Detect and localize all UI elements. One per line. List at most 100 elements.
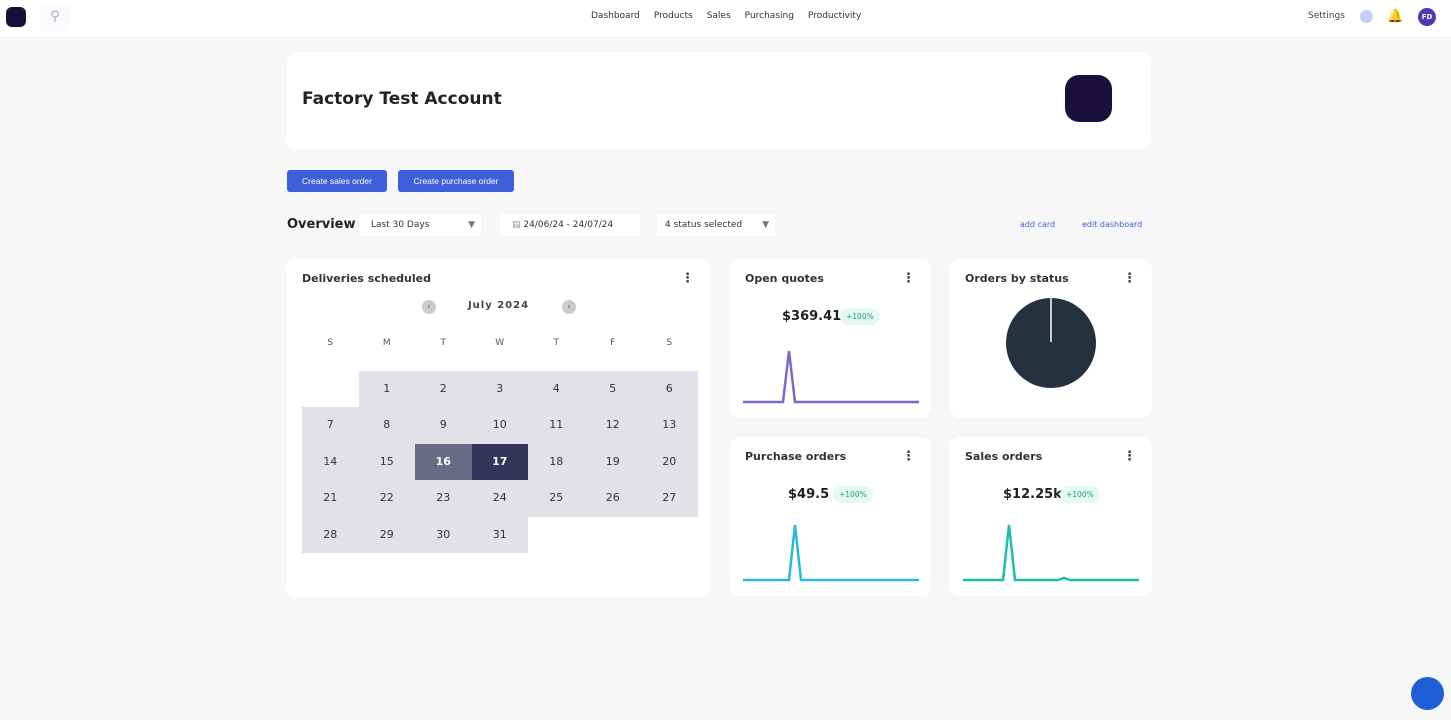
calendar-month: July 2024: [467, 300, 530, 311]
change-badge: +100%: [833, 486, 873, 503]
calendar-day[interactable]: 12: [584, 407, 641, 444]
sparkline: [963, 524, 1139, 582]
card-title: Open quotes: [745, 272, 824, 285]
nav-sales[interactable]: Sales: [706, 11, 731, 21]
add-card-link[interactable]: add card: [1020, 220, 1056, 229]
open-quotes-card: Open quotes ⋮ $369.41 +100%: [730, 259, 931, 418]
status-select[interactable]: 4 status selected ▼: [657, 214, 775, 236]
date-picker[interactable]: ▤ 24/06/24 - 24/07/24: [500, 214, 640, 236]
calendar-day[interactable]: 23: [415, 480, 472, 517]
weekday-label: M: [382, 338, 391, 348]
calendar-day[interactable]: 2: [415, 370, 472, 407]
search-icon[interactable]: ⚲: [40, 5, 70, 31]
nav-purchasing[interactable]: Purchasing: [744, 11, 794, 21]
weekday-label: S: [666, 338, 673, 348]
date-range-select[interactable]: Last 30 Days ▼: [359, 214, 481, 236]
calendar-day[interactable]: 11: [528, 407, 585, 444]
chevron-down-icon: ▼: [468, 220, 475, 230]
weekday-label: S: [327, 338, 334, 348]
settings-link[interactable]: Settings: [1308, 11, 1345, 21]
clock-icon[interactable]: [1360, 10, 1373, 23]
metric-value: $49.5: [788, 487, 830, 502]
calendar-day[interactable]: 22: [358, 480, 415, 517]
more-icon[interactable]: ⋮: [902, 271, 915, 286]
calendar-day[interactable]: 13: [641, 407, 698, 444]
calendar-icon: ▤: [512, 220, 521, 230]
nav-productivity[interactable]: Productivity: [807, 11, 862, 21]
more-icon[interactable]: ⋮: [1123, 271, 1136, 286]
bell-icon[interactable]: 🔔: [1387, 9, 1404, 24]
sparkline-path: [743, 524, 919, 582]
deliveries-card: Deliveries scheduled ⋮ ‹ July 2024 › S M T…: [287, 259, 710, 597]
create-purchase-order-button[interactable]: Create purchase order: [398, 170, 514, 192]
orders-by-status-card: Orders by status ⋮: [950, 259, 1152, 418]
metric-value: $12.25k: [1003, 487, 1062, 502]
calendar-day[interactable]: 14: [302, 443, 359, 480]
weekday-label: T: [553, 338, 560, 348]
calendar-day[interactable]: 25: [528, 480, 585, 517]
calendar-day[interactable]: 26: [584, 480, 641, 517]
avatar[interactable]: FD: [1418, 8, 1436, 26]
nav-dashboard[interactable]: Dashboard: [591, 11, 640, 21]
card-title: Deliveries scheduled: [302, 272, 431, 285]
calendar-day[interactable]: 4: [528, 370, 585, 407]
calendar-day[interactable]: 17: [471, 443, 528, 480]
calendar-day[interactable]: 31: [471, 516, 528, 553]
calendar-day[interactable]: 1: [358, 370, 415, 407]
calendar-day[interactable]: 28: [302, 516, 359, 553]
chevron-down-icon: ▼: [762, 220, 769, 230]
calendar-day[interactable]: 7: [302, 407, 359, 444]
sparkline: [743, 350, 919, 404]
sales-orders-card: Sales orders ⋮ $12.25k +100%: [950, 437, 1152, 596]
edit-dashboard-link[interactable]: edit dashboard: [1082, 220, 1143, 229]
overview-heading: Overview: [287, 217, 356, 232]
weekday-label: F: [610, 338, 616, 348]
calendar-day[interactable]: 30: [415, 516, 472, 553]
empty-cell: [302, 371, 359, 408]
sparkline: [743, 524, 919, 582]
prev-month-icon[interactable]: ‹: [422, 300, 436, 314]
weekday-label: T: [440, 338, 447, 348]
main-nav: Dashboard Products Sales Purchasing Prod…: [591, 11, 861, 21]
card-title: Purchase orders: [745, 450, 847, 463]
weekday-label: W: [495, 338, 505, 348]
calendar-grid: S M T W T F S 1 2 3 4 5 6 7 8 9 10 11 12 13 14 15 16 17 18 19 20 21…: [302, 334, 698, 553]
calendar-day[interactable]: 19: [584, 443, 641, 480]
sparkline-path: [963, 524, 1139, 582]
date-range-value: Last 30 Days: [371, 220, 430, 230]
calendar-day[interactable]: 6: [641, 370, 698, 407]
chat-launcher-button[interactable]: [1411, 677, 1444, 710]
calendar-day[interactable]: 9: [415, 407, 472, 444]
calendar-day[interactable]: 29: [358, 516, 415, 553]
card-title: Orders by status: [965, 272, 1069, 285]
next-month-icon[interactable]: ›: [562, 300, 576, 314]
nav-products[interactable]: Products: [653, 11, 693, 21]
account-header-card: Factory Test Account: [287, 52, 1151, 149]
status-value: 4 status selected: [665, 220, 743, 230]
create-sales-order-button[interactable]: Create sales order: [287, 170, 387, 192]
calendar-day[interactable]: 5: [584, 370, 641, 407]
app-logo[interactable]: [6, 7, 26, 27]
calendar-day[interactable]: 10: [471, 407, 528, 444]
more-icon[interactable]: ⋮: [1123, 449, 1136, 464]
more-icon[interactable]: ⋮: [681, 271, 694, 286]
calendar-day[interactable]: 8: [358, 407, 415, 444]
change-badge: +100%: [1060, 486, 1100, 503]
top-nav: ⚲ Dashboard Products Sales Purchasing Pr…: [0, 0, 1451, 38]
calendar-day[interactable]: 21: [302, 480, 359, 517]
metric-value: $369.41: [782, 309, 842, 324]
calendar-day[interactable]: 16: [415, 443, 472, 480]
page-title: Factory Test Account: [302, 89, 502, 109]
calendar-day[interactable]: 20: [641, 443, 698, 480]
calendar-day[interactable]: 18: [528, 443, 585, 480]
card-title: Sales orders: [965, 450, 1043, 463]
more-icon[interactable]: ⋮: [902, 449, 915, 464]
company-logo: [1065, 75, 1112, 122]
pie-chart: [1006, 298, 1096, 388]
sparkline-path: [743, 350, 919, 404]
calendar-day[interactable]: 3: [471, 370, 528, 407]
calendar-day[interactable]: 24: [471, 480, 528, 517]
calendar-day[interactable]: 15: [358, 443, 415, 480]
purchase-orders-card: Purchase orders ⋮ $49.5 +100%: [730, 437, 931, 596]
calendar-day[interactable]: 27: [641, 480, 698, 517]
